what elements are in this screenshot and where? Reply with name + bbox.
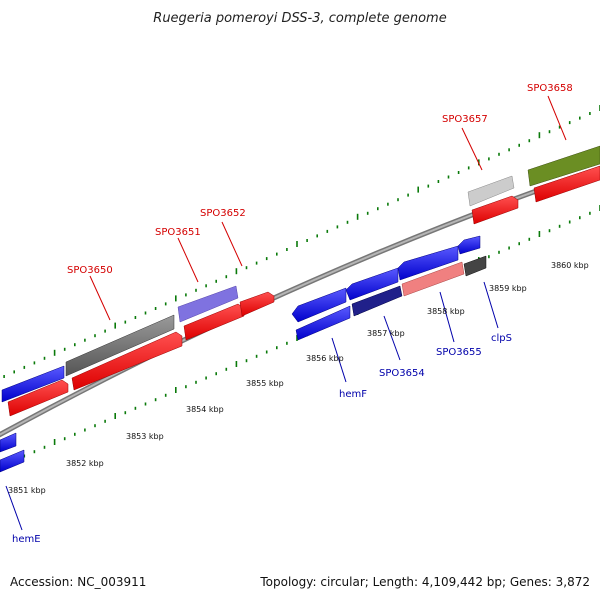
bottom-label-leaders bbox=[5, 281, 499, 531]
gene-top-red-5[interactable] bbox=[533, 165, 600, 203]
genome-summary-text: Topology: circular; Length: 4,109,442 bp… bbox=[259, 575, 590, 589]
genome-band bbox=[0, 165, 600, 438]
gene-label-spo3651[interactable]: SPO3651 bbox=[155, 227, 201, 238]
gene-label-spo3650[interactable]: SPO3650 bbox=[67, 265, 113, 276]
gene-label-spo3654[interactable]: SPO3654 bbox=[379, 368, 425, 379]
gene-hemE-1[interactable] bbox=[0, 432, 17, 453]
bottom-gene-labels: hemE hemF SPO3654 SPO3655 clpS bbox=[12, 333, 512, 545]
genome-title: Ruegeria pomeroyi DSS-3, complete genome bbox=[153, 11, 446, 26]
kbp-label-3858: 3858 kbp bbox=[427, 307, 465, 316]
gene-label-spo3658[interactable]: SPO3658 bbox=[527, 83, 573, 94]
gene-features bbox=[0, 145, 600, 473]
kbp-label-3852: 3852 kbp bbox=[66, 459, 104, 468]
top-gene-labels: SPO3650 SPO3651 SPO3652 SPO3657 SPO3658 bbox=[67, 83, 573, 276]
gene-top-blue-1[interactable] bbox=[1, 365, 65, 403]
kbp-label-3853: 3853 kbp bbox=[126, 432, 164, 441]
gene-hemF-outer[interactable] bbox=[291, 287, 347, 323]
kbp-labels: 3851 kbp 3852 kbp 3853 kbp 3854 kbp 3855… bbox=[8, 261, 589, 495]
gene-clpS[interactable] bbox=[463, 255, 487, 277]
gene-spo3650[interactable] bbox=[65, 314, 175, 377]
gene-label-spo3657[interactable]: SPO3657 bbox=[442, 114, 488, 125]
gene-mid-blue-1[interactable] bbox=[345, 267, 399, 301]
genome-backbone-highlight bbox=[0, 167, 600, 436]
accession-text: Accession: NC_003911 bbox=[10, 575, 146, 589]
gene-mid-blue-3[interactable] bbox=[457, 235, 481, 255]
gene-label-spo3652[interactable]: SPO3652 bbox=[200, 208, 246, 219]
gene-spo3655[interactable] bbox=[401, 261, 465, 297]
gene-top-red-4[interactable] bbox=[471, 195, 519, 225]
gene-label-hemE[interactable]: hemE bbox=[12, 534, 41, 545]
gene-top-red-1[interactable] bbox=[7, 379, 69, 417]
gene-spo3654[interactable] bbox=[351, 285, 403, 317]
kbp-label-3860: 3860 kbp bbox=[551, 261, 589, 270]
gene-label-clpS[interactable]: clpS bbox=[491, 333, 512, 344]
gene-spo3657[interactable] bbox=[467, 175, 515, 207]
gene-hemE-2[interactable] bbox=[0, 449, 25, 473]
top-label-leaders bbox=[89, 95, 567, 321]
kbp-label-3859: 3859 kbp bbox=[489, 284, 527, 293]
gene-label-hemF[interactable]: hemF bbox=[339, 389, 367, 400]
kbp-label-3854: 3854 kbp bbox=[186, 405, 224, 414]
kbp-label-3855: 3855 kbp bbox=[246, 379, 284, 388]
kbp-label-3851: 3851 kbp bbox=[8, 486, 46, 495]
kbp-label-3856: 3856 kbp bbox=[306, 354, 344, 363]
gene-hemF[interactable] bbox=[295, 305, 351, 341]
gene-mid-blue-2[interactable] bbox=[397, 245, 459, 281]
kbp-label-3857: 3857 kbp bbox=[367, 329, 405, 338]
gene-top-red-2[interactable] bbox=[71, 331, 183, 391]
gene-spo3658[interactable] bbox=[527, 145, 600, 187]
gene-spo3652[interactable] bbox=[239, 291, 275, 317]
gene-spo3651[interactable] bbox=[177, 285, 239, 323]
gene-label-spo3655[interactable]: SPO3655 bbox=[436, 347, 482, 358]
